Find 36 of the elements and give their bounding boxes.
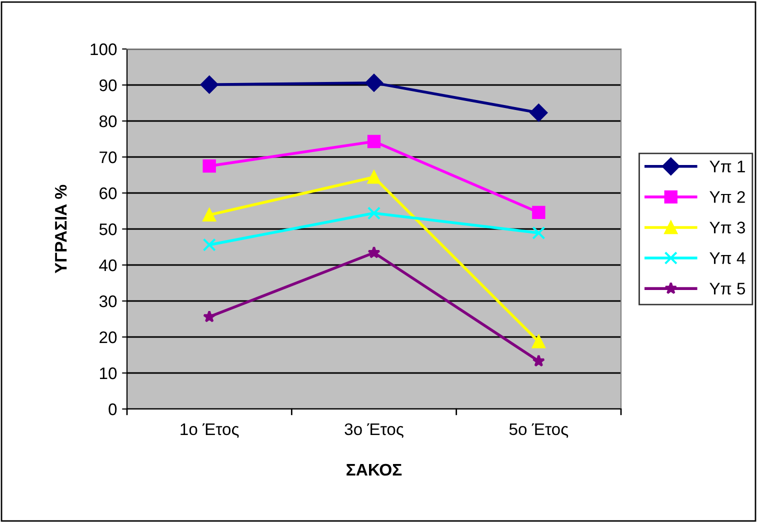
point bbox=[532, 226, 546, 240]
y-axis-title: ΥΓΡΑΣΙΑ % bbox=[54, 184, 67, 274]
point bbox=[200, 76, 218, 94]
y-tick-label: 90 bbox=[100, 79, 117, 92]
point bbox=[367, 170, 381, 184]
point bbox=[368, 246, 380, 258]
x-axis-title: ΣΑΚΟΣ bbox=[346, 464, 402, 476]
y-tick-label: 80 bbox=[99, 115, 117, 128]
y-tick-label: 60 bbox=[100, 187, 117, 200]
legend-label: Υπ 4 bbox=[710, 252, 746, 264]
point bbox=[365, 74, 383, 92]
y-tick-label: 100 bbox=[90, 43, 117, 56]
y-tick-label: 20 bbox=[100, 331, 117, 344]
point bbox=[203, 310, 216, 322]
y-tick-label: 50 bbox=[99, 223, 117, 236]
x-tick-label: 3ο Έτος bbox=[344, 423, 404, 438]
point bbox=[202, 238, 216, 252]
legend-label: Υπ 5 bbox=[710, 282, 746, 295]
legend-label: Υπ 1 bbox=[710, 160, 745, 172]
y-tick-label: 40 bbox=[99, 259, 117, 272]
point bbox=[532, 206, 546, 220]
point bbox=[367, 134, 381, 148]
y-tick-label: 10 bbox=[100, 367, 117, 380]
point bbox=[202, 208, 216, 222]
x-tick-label: 1ο Έτος bbox=[180, 423, 239, 438]
point bbox=[202, 159, 216, 173]
point bbox=[367, 206, 381, 220]
point bbox=[532, 354, 545, 367]
point bbox=[532, 335, 546, 348]
y-tick-label: 30 bbox=[99, 295, 117, 308]
x-tick-label: 5ο Έτος bbox=[509, 423, 568, 438]
y-tick-label: 70 bbox=[100, 151, 117, 164]
legend-label: Υπ 2 bbox=[710, 191, 745, 203]
point bbox=[530, 104, 548, 122]
y-tick-label: 0 bbox=[108, 403, 117, 416]
legend-label: Υπ 3 bbox=[710, 222, 745, 234]
